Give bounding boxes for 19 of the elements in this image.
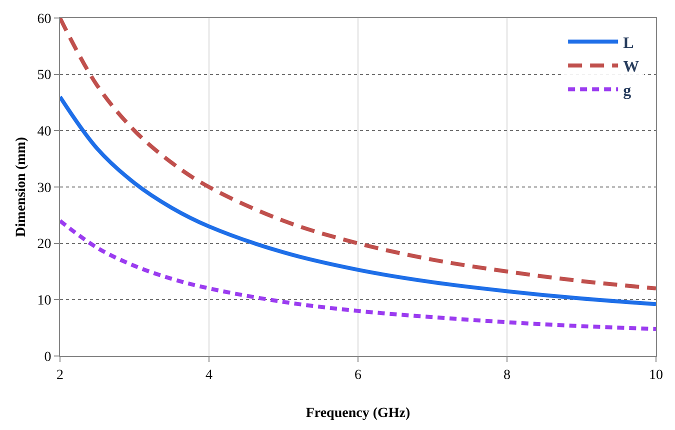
legend-label: g	[623, 82, 632, 100]
y-tick-label: 60	[37, 12, 52, 27]
x-axis-title: Frequency (GHz)	[306, 406, 410, 422]
y-tick-label: 20	[37, 237, 52, 252]
x-tick-label: 8	[504, 368, 510, 383]
x-tick-label: 2	[56, 368, 64, 383]
line-series	[60, 18, 656, 290]
y-tick-label: 40	[37, 124, 52, 140]
line-series	[60, 218, 656, 331]
y-axis-title: Dimension (mm)	[14, 136, 29, 237]
y-tick-label: 0	[44, 350, 52, 365]
y-tick-label: 10	[37, 294, 52, 309]
x-tick-label: 6	[354, 368, 362, 383]
y-tick-label: 50	[37, 68, 52, 84]
y-tick-label: 30	[37, 180, 52, 196]
x-tick-label: 10	[649, 368, 663, 383]
legend-label: L	[623, 34, 634, 52]
legend-label: W	[623, 58, 640, 76]
x-tick-label: 4	[206, 368, 212, 383]
